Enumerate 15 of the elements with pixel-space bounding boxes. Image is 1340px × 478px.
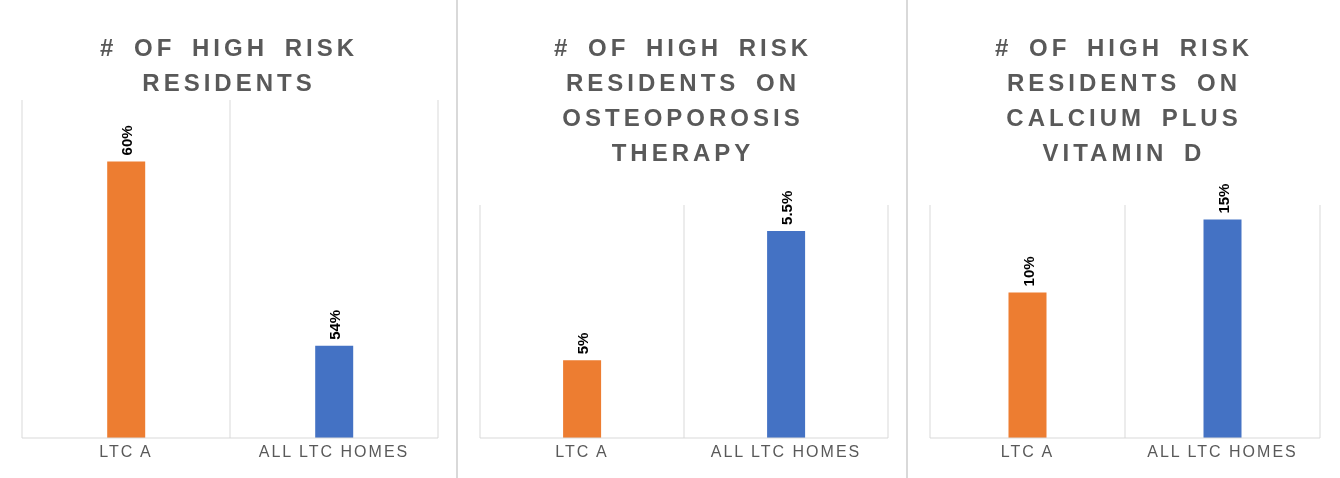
- chart-title: # OF HIGH RISK RESIDENTS ON CALCIUM PLUS VITAMIN D: [994, 33, 1254, 168]
- chart-title: # OF HIGH RISK RESIDENTS ON OSTEOPOROSIS THERAPY: [553, 33, 813, 168]
- data-label: 54%: [326, 309, 344, 340]
- x-tick-label: ALL LTC HOMES: [710, 443, 862, 461]
- x-tick-label: ALL LTC HOMES: [258, 443, 410, 461]
- x-tick-label: LTC A: [1000, 443, 1055, 461]
- x-tick-label: ALL LTC HOMES: [1147, 443, 1298, 461]
- data-label: 15%: [1214, 183, 1232, 214]
- data-label: 60%: [118, 125, 136, 156]
- x-tick-label: LTC A: [99, 443, 153, 461]
- x-tick-label: LTC A: [555, 443, 609, 461]
- data-label: 5%: [574, 332, 592, 355]
- data-label: 5.5%: [778, 190, 796, 225]
- data-label: 10%: [1019, 256, 1037, 287]
- chart-title: # OF HIGH RISK RESIDENTS: [99, 33, 359, 98]
